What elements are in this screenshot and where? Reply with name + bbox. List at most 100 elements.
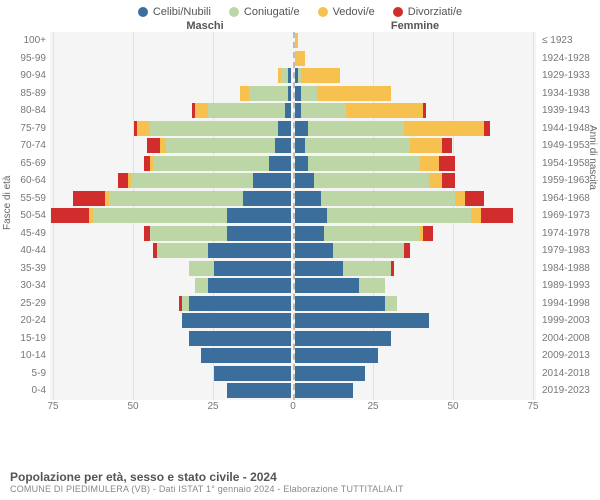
segment-divorziati [51, 208, 89, 223]
age-row [50, 226, 536, 241]
segment-coniugati [343, 261, 391, 276]
age-row [50, 68, 536, 83]
x-axis: 7550250255075 [50, 400, 536, 416]
male-bar [51, 208, 291, 223]
male-header: Maschi [50, 20, 310, 32]
age-row [50, 208, 536, 223]
male-bar [144, 226, 291, 241]
age-row [50, 383, 536, 398]
birth-tick: 1979-1983 [542, 242, 600, 260]
segment-coniugati [327, 208, 471, 223]
segment-celibi [208, 278, 291, 293]
male-bar [147, 138, 291, 153]
segment-celibi [295, 331, 391, 346]
segment-celibi [182, 313, 291, 328]
segment-celibi [295, 191, 321, 206]
segment-vedovi [404, 121, 484, 136]
segment-divorziati [484, 121, 490, 136]
legend-label: Coniugati/e [244, 6, 300, 18]
segment-divorziati [423, 226, 433, 241]
legend-label: Celibi/Nubili [153, 6, 211, 18]
female-bar [295, 121, 490, 136]
male-bar [195, 278, 291, 293]
segment-coniugati [195, 278, 208, 293]
segment-coniugati [308, 156, 420, 171]
segment-celibi [189, 331, 291, 346]
age-tick: 80-84 [0, 102, 46, 120]
age-tick: 40-44 [0, 242, 46, 260]
segment-coniugati [324, 226, 420, 241]
legend-item: Divorziati/e [393, 6, 462, 18]
segment-celibi [295, 313, 429, 328]
female-bar [295, 226, 433, 241]
segment-divorziati [442, 173, 455, 188]
segment-coniugati [301, 86, 317, 101]
legend-label: Vedovi/e [333, 6, 375, 18]
female-bar [295, 68, 340, 83]
age-tick: 35-39 [0, 260, 46, 278]
age-row [50, 51, 536, 66]
segment-coniugati [321, 191, 455, 206]
segment-celibi [295, 296, 385, 311]
age-tick: 85-89 [0, 85, 46, 103]
legend: Celibi/Nubili Coniugati/e Vedovi/e Divorzia… [0, 0, 600, 20]
age-row [50, 348, 536, 363]
segment-celibi [295, 156, 308, 171]
segment-coniugati [385, 296, 398, 311]
segment-coniugati [150, 226, 227, 241]
segment-celibi [208, 243, 291, 258]
y-axis-age-label: Fasce di età [2, 176, 13, 230]
female-bar [295, 208, 513, 223]
female-bar [295, 191, 484, 206]
legend-item: Vedovi/e [318, 6, 375, 18]
female-bar [295, 138, 452, 153]
y-axis-birth: Anni di nascita ≤ 19231924-19281929-1933… [536, 32, 600, 400]
segment-celibi [278, 121, 291, 136]
age-tick: 65-69 [0, 155, 46, 173]
age-row [50, 261, 536, 276]
segment-celibi [295, 121, 308, 136]
birth-tick: 2014-2018 [542, 365, 600, 383]
segment-celibi [288, 68, 291, 83]
birth-tick: 1969-1973 [542, 207, 600, 225]
segment-celibi [227, 383, 291, 398]
y-axis-birth-label: Anni di nascita [587, 125, 598, 190]
female-bar [295, 156, 455, 171]
birth-tick: 1939-1943 [542, 102, 600, 120]
segment-coniugati [305, 138, 411, 153]
female-bar [295, 366, 365, 381]
x-tick: 25 [207, 401, 218, 412]
birth-tick: 1999-2003 [542, 312, 600, 330]
male-bar [189, 261, 291, 276]
male-bar [134, 121, 291, 136]
x-tick: 25 [367, 401, 378, 412]
coniugati-swatch [229, 7, 239, 17]
age-row [50, 278, 536, 293]
age-row [50, 33, 536, 48]
gender-headers: Maschi Femmine [0, 20, 600, 32]
female-bar [295, 51, 305, 66]
age-row [50, 313, 536, 328]
chart-footer: Popolazione per età, sesso e stato civil… [10, 470, 404, 494]
birth-tick: 1984-1988 [542, 260, 600, 278]
segment-coniugati [359, 278, 385, 293]
legend-label: Divorziati/e [408, 6, 462, 18]
x-tick: 50 [447, 401, 458, 412]
age-tick: 90-94 [0, 67, 46, 85]
age-tick: 15-19 [0, 330, 46, 348]
male-bar [118, 173, 291, 188]
vedovi-swatch [318, 7, 328, 17]
segment-coniugati [208, 103, 285, 118]
segment-coniugati [308, 121, 404, 136]
birth-tick: 1929-1933 [542, 67, 600, 85]
segment-vedovi [420, 156, 439, 171]
segment-vedovi [346, 103, 423, 118]
segment-coniugati [249, 86, 287, 101]
segment-divorziati [391, 261, 394, 276]
male-bar [179, 296, 291, 311]
female-bar [295, 261, 394, 276]
segment-coniugati [157, 243, 208, 258]
segment-celibi [214, 366, 291, 381]
segment-vedovi [240, 86, 250, 101]
segment-celibi [295, 243, 333, 258]
